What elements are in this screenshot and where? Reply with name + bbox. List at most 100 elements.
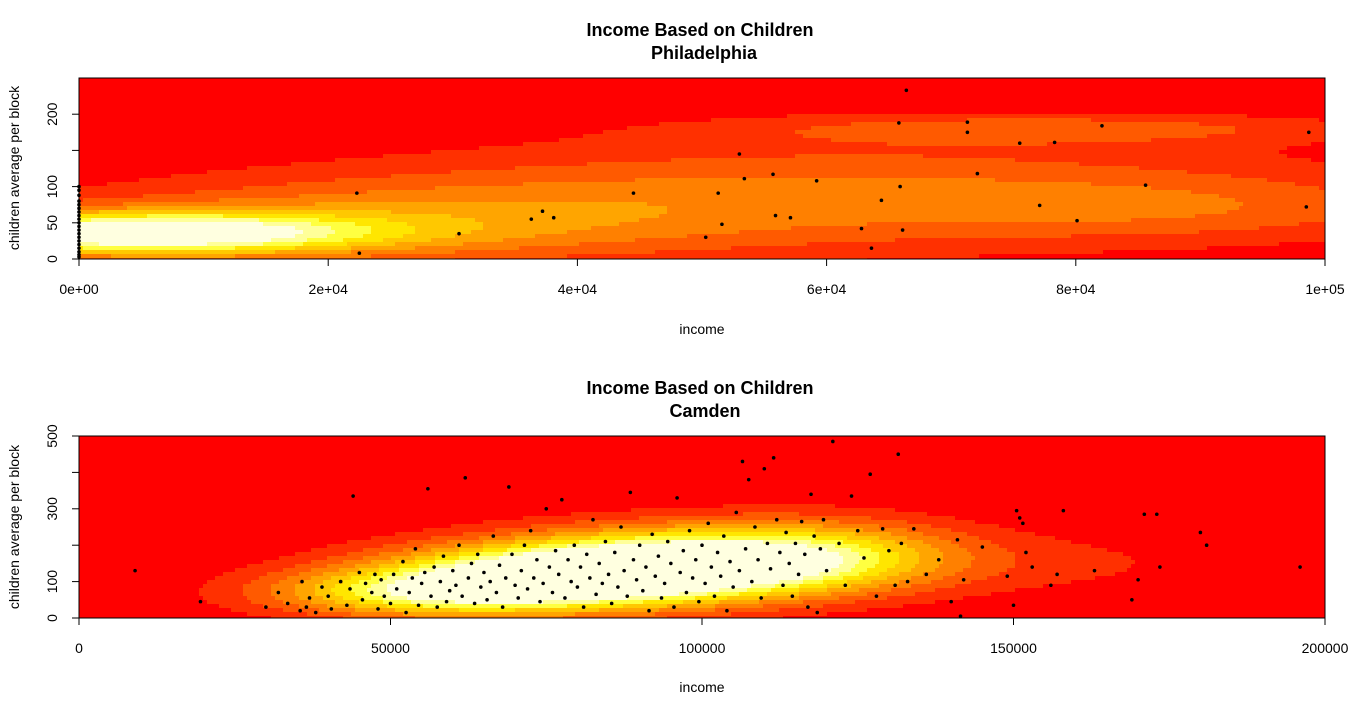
heatmap-cell [115, 230, 120, 235]
heatmap-cell [351, 218, 356, 223]
heatmap-cell [143, 210, 148, 215]
heatmap-cell [479, 154, 484, 159]
heatmap-cell [227, 178, 232, 183]
heatmap-cell [203, 246, 208, 251]
heatmap-cell [315, 122, 320, 127]
heatmap-cell [395, 102, 400, 107]
heatmap-cell [171, 222, 176, 227]
heatmap-cell [499, 90, 504, 95]
heatmap-cell [79, 194, 84, 199]
heatmap-cell [219, 202, 224, 207]
heatmap-cell [119, 194, 124, 199]
heatmap-cell [87, 162, 92, 167]
heatmap-cell [495, 110, 500, 115]
heatmap-cell [167, 90, 172, 95]
heatmap-cell [479, 94, 484, 99]
heatmap-cell [171, 226, 176, 231]
heatmap-cell [219, 138, 224, 143]
heatmap-cell [111, 94, 116, 99]
heatmap-cell [351, 134, 356, 139]
heatmap-cell [303, 98, 308, 103]
heatmap-cell [327, 254, 332, 259]
heatmap-cell [371, 138, 376, 143]
heatmap-cell [415, 182, 420, 187]
heatmap-cell [243, 122, 248, 127]
heatmap-cell [139, 110, 144, 115]
heatmap-cell [119, 78, 124, 83]
heatmap-cell [287, 118, 292, 123]
heatmap-cell [163, 194, 168, 199]
heatmap-cell [83, 242, 88, 247]
heatmap-cell [255, 234, 260, 239]
heatmap-cell [319, 114, 324, 119]
heatmap-cell [419, 90, 424, 95]
heatmap-cell [95, 234, 100, 239]
heatmap-cell [175, 146, 180, 151]
heatmap-cell [499, 86, 504, 91]
heatmap-cell [79, 138, 84, 143]
heatmap-cell [151, 90, 156, 95]
heatmap-cell [163, 210, 168, 215]
heatmap-cell [275, 142, 280, 147]
heatmap-cell [263, 138, 268, 143]
heatmap-cell [367, 162, 372, 167]
heatmap-cell [487, 178, 492, 183]
heatmap-cell [311, 186, 316, 191]
heatmap-cell [503, 198, 508, 203]
heatmap-cell [331, 194, 336, 199]
heatmap-cell [111, 114, 116, 119]
heatmap-cell [435, 94, 440, 99]
heatmap-cell [459, 170, 464, 175]
heatmap-cell [355, 238, 360, 243]
heatmap-cell [183, 106, 188, 111]
heatmap-cell [323, 166, 328, 171]
heatmap-cell [243, 82, 248, 87]
heatmap-cell [147, 194, 152, 199]
heatmap-cell [343, 234, 348, 239]
heatmap-cell [475, 114, 480, 119]
heatmap-cell [123, 238, 128, 243]
heatmap-cell [243, 206, 248, 211]
heatmap-cell [387, 206, 392, 211]
heatmap-cell [111, 246, 116, 251]
heatmap-cell [319, 178, 324, 183]
heatmap-cell [351, 142, 356, 147]
heatmap-cell [203, 142, 208, 147]
heatmap-cell [127, 86, 132, 91]
heatmap-cell [275, 222, 280, 227]
heatmap-cell [235, 86, 240, 91]
heatmap-cell [479, 166, 484, 171]
heatmap-cell [311, 110, 316, 115]
heatmap-cell [487, 186, 492, 191]
heatmap-cell [423, 126, 428, 131]
heatmap-cell [251, 146, 256, 151]
heatmap-cell [503, 122, 508, 127]
heatmap-cell [139, 254, 144, 259]
heatmap-cell [91, 162, 96, 167]
heatmap-cell [255, 230, 260, 235]
heatmap-cell [411, 158, 416, 163]
heatmap-cell [311, 238, 316, 243]
heatmap-cell [343, 146, 348, 151]
heatmap-cell [343, 186, 348, 191]
heatmap-cell [315, 222, 320, 227]
heatmap-cell [387, 190, 392, 195]
heatmap-cell [311, 82, 316, 87]
heatmap-cell [291, 110, 296, 115]
heatmap-cell [127, 118, 132, 123]
heatmap-cell [79, 246, 84, 251]
heatmap-cell [331, 122, 336, 127]
heatmap-cell [151, 98, 156, 103]
heatmap-cell [511, 86, 516, 91]
heatmap-cell [451, 226, 456, 231]
heatmap-cell [123, 118, 128, 123]
heatmap-cell [431, 214, 436, 219]
heatmap-cell [359, 246, 364, 251]
heatmap-cell [227, 238, 232, 243]
heatmap-cell [395, 186, 400, 191]
heatmap-cell [415, 210, 420, 215]
heatmap-cell [287, 242, 292, 247]
heatmap-cell [135, 178, 140, 183]
heatmap-cell [359, 254, 364, 259]
heatmap-cell [243, 170, 248, 175]
